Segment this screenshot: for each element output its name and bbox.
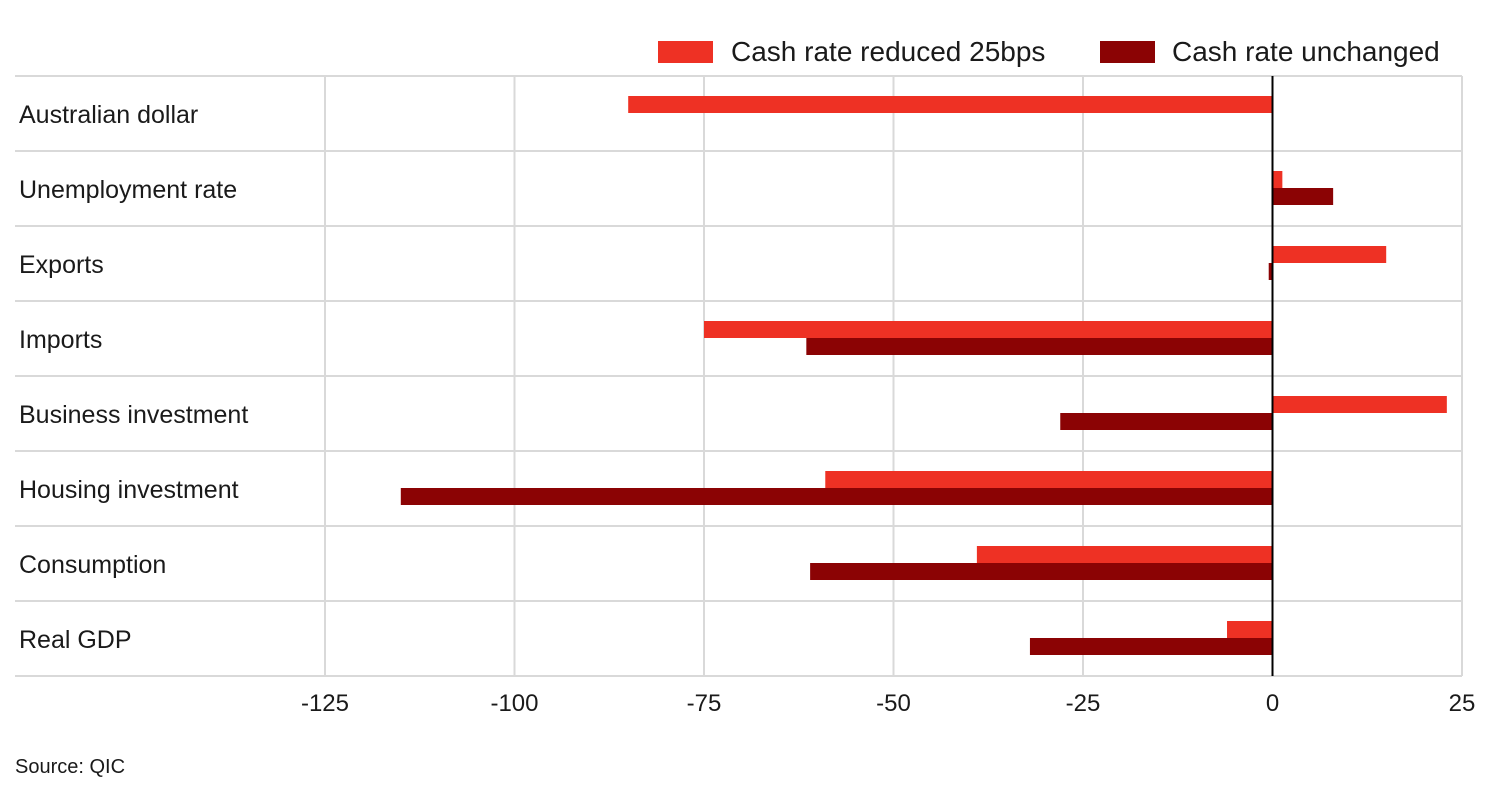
- legend-swatch: [658, 41, 713, 63]
- x-tick-label: -75: [687, 690, 722, 717]
- category-label: Housing investment: [19, 476, 239, 504]
- x-tick-label: -125: [301, 690, 349, 717]
- category-label: Consumption: [19, 551, 166, 579]
- legend-swatch: [1100, 41, 1155, 63]
- source-note: Source: QIC: [15, 756, 126, 778]
- legend-label: Cash rate reduced 25bps: [731, 36, 1045, 67]
- bar-reduced: [825, 471, 1273, 488]
- bar-unchanged: [810, 563, 1273, 580]
- bar-unchanged: [1029, 638, 1273, 655]
- x-tick-label: 0: [1266, 690, 1279, 717]
- category-label: Real GDP: [19, 626, 132, 654]
- bar-unchanged: [1060, 413, 1273, 430]
- bar-unchanged: [400, 488, 1273, 505]
- category-labels: Australian dollar Unemployment rate Export…: [19, 101, 248, 654]
- bar-reduced: [1227, 621, 1273, 638]
- bar-reduced: [1272, 171, 1283, 188]
- legend-label: Cash rate unchanged: [1172, 36, 1440, 67]
- x-tick-label: -100: [490, 690, 538, 717]
- bar-unchanged: [806, 338, 1273, 355]
- bar-unchanged: [1268, 263, 1273, 280]
- category-label: Imports: [19, 326, 102, 354]
- gridlines: [15, 75, 1463, 677]
- x-axis-tick-labels: -125 -100 -75 -50 -25 0 25: [301, 690, 1475, 717]
- bars: [400, 76, 1447, 676]
- bar-reduced: [1272, 396, 1447, 413]
- bar-reduced: [704, 321, 1273, 338]
- category-label: Exports: [19, 251, 104, 279]
- category-label: Australian dollar: [19, 101, 198, 129]
- bar-chart: Australian dollar Unemployment rate Export…: [15, 36, 1475, 717]
- category-label: Business investment: [19, 401, 248, 429]
- bar-unchanged: [1272, 188, 1334, 205]
- legend: Cash rate reduced 25bps Cash rate unchang…: [658, 36, 1440, 67]
- bar-reduced: [976, 546, 1273, 563]
- x-tick-label: -25: [1066, 690, 1101, 717]
- category-label: Unemployment rate: [19, 176, 237, 204]
- bar-reduced: [1272, 246, 1387, 263]
- x-tick-label: 25: [1449, 690, 1476, 717]
- bar-reduced: [628, 96, 1273, 113]
- x-tick-label: -50: [876, 690, 911, 717]
